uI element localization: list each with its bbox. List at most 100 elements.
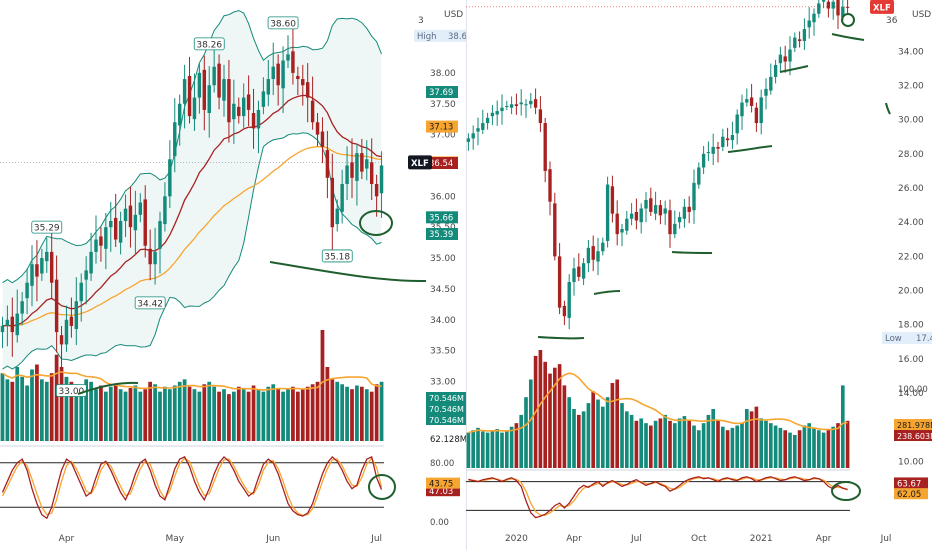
time-axis-label: Oct bbox=[691, 534, 707, 544]
candle-body bbox=[192, 97, 197, 120]
candle-body bbox=[168, 159, 172, 197]
candle-body bbox=[821, 0, 826, 2]
volume-bar bbox=[251, 385, 256, 441]
volume-bar bbox=[524, 397, 528, 468]
price-label-text: Low bbox=[885, 334, 902, 344]
candle-body bbox=[281, 60, 285, 89]
volume-bar bbox=[359, 386, 364, 441]
candle-body bbox=[79, 282, 83, 302]
candle-body bbox=[481, 123, 485, 130]
highlight-circle bbox=[841, 13, 855, 27]
price-label-box bbox=[414, 29, 466, 42]
volume-bar bbox=[10, 381, 15, 441]
volume-bar bbox=[466, 432, 471, 468]
volume-bar bbox=[84, 379, 89, 441]
candle-body bbox=[69, 316, 74, 326]
volume-label-box bbox=[426, 414, 466, 425]
volume-bar bbox=[118, 389, 123, 441]
volume-bar bbox=[261, 391, 266, 441]
volume-bar bbox=[572, 409, 576, 468]
trend-annotation-line bbox=[727, 145, 773, 153]
volume-bar bbox=[682, 416, 687, 468]
candle-body bbox=[701, 153, 706, 168]
price-axis-tick: 30.00 bbox=[898, 116, 924, 126]
candle-body bbox=[45, 251, 49, 262]
candle-body bbox=[340, 183, 344, 212]
price-axis-tick: 28.00 bbox=[898, 150, 924, 160]
price-annotation-box bbox=[31, 220, 63, 234]
left-chart-panel[interactable]: 35.29 38.26 38.60 34.42 33.00 35.18 USD 3 38.00 3… bbox=[0, 0, 466, 550]
volume-bar bbox=[30, 369, 34, 441]
oscillator-value: 43.75 bbox=[429, 480, 453, 490]
time-axis-label: Jul bbox=[880, 534, 892, 544]
trend-annotation-line bbox=[593, 290, 621, 295]
volume-bar bbox=[639, 418, 644, 468]
candle-body bbox=[778, 54, 783, 64]
volume-bar bbox=[576, 414, 581, 468]
volume-bar bbox=[735, 425, 740, 468]
volume-bar bbox=[25, 385, 29, 441]
volume-bar bbox=[754, 406, 759, 468]
volume-bar bbox=[658, 418, 663, 468]
volume-bar bbox=[325, 367, 330, 441]
price-label-value: 36.54 bbox=[429, 159, 453, 169]
symbol-tag[interactable] bbox=[408, 155, 432, 170]
candle-body bbox=[251, 113, 256, 129]
volume-bar bbox=[246, 391, 251, 441]
volume-bar bbox=[668, 420, 672, 468]
candle-body bbox=[673, 223, 677, 235]
candle-body bbox=[754, 107, 759, 124]
candle-body bbox=[315, 122, 320, 135]
symbol-tag[interactable] bbox=[870, 0, 894, 14]
price-annotation: 38.26 bbox=[196, 40, 222, 50]
volume-label: 281.978M bbox=[897, 421, 932, 430]
candle-body bbox=[745, 99, 749, 103]
candle-body bbox=[735, 114, 739, 134]
candle-body bbox=[572, 268, 576, 282]
volume-bar bbox=[797, 430, 802, 468]
price-axis-tick: 20.00 bbox=[898, 287, 924, 297]
candle-body bbox=[374, 183, 379, 197]
candle-body bbox=[25, 282, 29, 299]
candle-body bbox=[749, 97, 754, 106]
candle-body bbox=[133, 214, 138, 231]
volume-bar bbox=[831, 426, 836, 468]
candle-body bbox=[773, 64, 778, 77]
candle-body bbox=[658, 205, 663, 216]
volume-partial-label: 100.00 bbox=[898, 385, 928, 395]
price-label-value: 37.69 bbox=[429, 88, 453, 98]
panel-divider[interactable] bbox=[466, 0, 467, 550]
price-axis-tick: 37.00 bbox=[430, 131, 456, 141]
candle-body bbox=[490, 112, 495, 117]
volume-bar bbox=[716, 420, 720, 468]
volume-bar bbox=[490, 430, 495, 468]
right-chart-panel[interactable]: USD 36 34.00 32.00 30.00 28.00 26.00 24.00 22.00… bbox=[466, 0, 932, 550]
time-axis-label: Apr bbox=[59, 534, 75, 544]
candle-body bbox=[212, 66, 216, 86]
volume-bar bbox=[816, 430, 821, 468]
candle-body bbox=[202, 69, 207, 110]
candle-body bbox=[826, 1, 831, 9]
volume-bar bbox=[581, 411, 586, 468]
candle-body bbox=[639, 208, 643, 223]
volume-bar bbox=[276, 389, 281, 441]
candle-body bbox=[118, 221, 123, 243]
candle-body bbox=[663, 208, 667, 214]
volume-bar bbox=[730, 427, 735, 468]
candle-body bbox=[692, 182, 696, 211]
volume-label-box bbox=[426, 392, 466, 403]
candle-body bbox=[524, 104, 528, 106]
candle-body bbox=[706, 152, 711, 154]
price-axis-tick: 33.00 bbox=[430, 377, 456, 387]
price-axis-tick: 24.00 bbox=[898, 218, 924, 228]
price-axis-tick: 38.00 bbox=[430, 69, 456, 79]
volume-bar bbox=[778, 427, 783, 468]
time-axis-label: 2021 bbox=[750, 534, 773, 544]
volume-bar bbox=[500, 432, 504, 468]
candle-body bbox=[173, 122, 177, 157]
oscillator-k-line bbox=[468, 476, 848, 519]
volume-bar bbox=[305, 386, 310, 441]
candle-body bbox=[533, 99, 538, 108]
trend-annotation-line bbox=[885, 102, 891, 115]
volume-bar bbox=[711, 409, 716, 468]
